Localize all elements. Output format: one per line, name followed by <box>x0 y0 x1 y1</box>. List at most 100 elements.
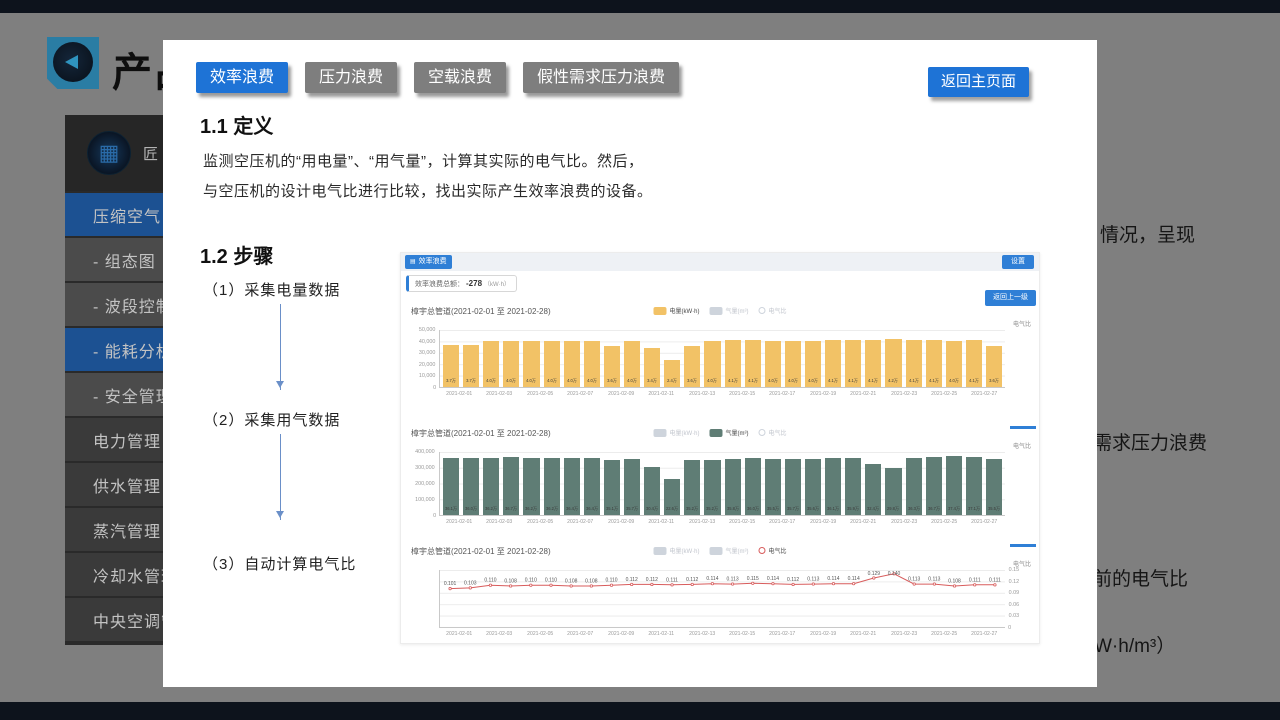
bar: 4.0万 <box>563 341 580 387</box>
bar: 4.0万 <box>784 341 801 387</box>
bar-value-label: 3.6万 <box>607 379 617 384</box>
chart-title: 樟宇总管道(2021-02-01 至 2021-02-28) <box>411 547 551 556</box>
tab[interactable]: 假性需求压力浪费 <box>523 62 680 93</box>
waste-type-tag[interactable]: ▤ 效率浪费 <box>405 255 452 269</box>
chart-plot: 36.1万 36.0万 36.2万 36.7万 36.2万 36.2万 36.4万 36.4万… <box>439 452 1005 516</box>
definition-line-1: 监测空压机的“用电量”、“用气量”，计算其实际的电气比。然后， <box>203 153 644 170</box>
bar-value-label: 4.1万 <box>908 379 919 384</box>
bar: 32.4万 <box>865 463 882 515</box>
bar-value-label: 36.2万 <box>485 507 498 512</box>
step-2: （2）采集用气数据 <box>203 412 341 429</box>
bar: 29.8万 <box>885 468 902 515</box>
bar: 4.1万 <box>925 340 942 387</box>
chart-yticks: 50,000 40,000 30,000 20,000 10,000 0 <box>418 327 436 391</box>
tab[interactable]: 效率浪费 <box>196 62 289 93</box>
legend-item[interactable]: 电气比 <box>758 546 787 555</box>
chart-yticks <box>405 570 439 628</box>
slide-text-fragment: 情况，呈现 <box>1100 225 1196 246</box>
bar: 4.0万 <box>764 341 781 387</box>
bar-value-label: 36.2万 <box>545 507 558 512</box>
legend-item[interactable]: 电气比 <box>758 428 787 437</box>
bar: 3.7万 <box>443 344 460 387</box>
tab[interactable]: 压力浪费 <box>305 62 398 93</box>
legend-item[interactable]: 气量(m³) <box>709 546 748 555</box>
svg-text:0.112: 0.112 <box>646 577 658 583</box>
bar-value-label: 4.0万 <box>767 379 778 384</box>
step-3: （3）自动计算电气比 <box>203 556 357 573</box>
legend-label: 电量(kW·h) <box>669 309 700 315</box>
svg-text:0.103: 0.103 <box>464 580 477 586</box>
bar: 3.6万 <box>985 345 1003 387</box>
bar-value-label: 22.6万 <box>666 507 679 512</box>
legend-item[interactable]: 电气比 <box>758 306 787 315</box>
bar-value-label: 4.1万 <box>727 379 738 384</box>
bar: 4.0万 <box>945 341 962 387</box>
legend-item[interactable]: 气量(m³) <box>709 306 748 315</box>
return-home-button[interactable]: 返回主页面 <box>928 67 1030 97</box>
slide-text-fragment: W·h/m³） <box>1094 636 1176 657</box>
legend-swatch <box>709 546 723 555</box>
bar-value-label: 36.4万 <box>585 507 598 512</box>
bar: 35.8万 <box>724 458 741 515</box>
right-axis-label: 电气比 <box>1012 444 1031 450</box>
bar: 36.1万 <box>825 458 842 515</box>
back-level-button[interactable]: 返回上一级 <box>985 290 1036 306</box>
chart-xlabels: 2021-02-01 2021-02-03 2021-02-05 2021-02-07… <box>446 631 998 637</box>
slide-bottom-strip <box>0 702 1280 720</box>
bar-value-label: 4.1万 <box>848 379 859 384</box>
bar: 36.2万 <box>543 458 560 515</box>
slide-top-strip <box>0 0 1280 13</box>
bar: 4.0万 <box>503 341 520 387</box>
settings-button[interactable]: 设置 <box>1002 255 1034 269</box>
app-screenshot: ▤ 效率浪费 设置 效率浪费总额： -278 （kW·h） 返回上一级 樟宇总管… <box>400 252 1040 644</box>
bar-value-label: 2.4万 <box>667 379 678 384</box>
legend-label: 电量(kW·h) <box>669 549 700 555</box>
bar: 4.1万 <box>825 340 842 387</box>
legend-swatch <box>653 306 667 315</box>
bar-value-label: 36.7万 <box>927 507 940 512</box>
legend-label: 电量(kW·h) <box>669 431 700 437</box>
chart-plot: 3.7万 3.7万 4.0万 4.0万 4.0万 4.0万 4.0万 4.0万 3.6万 4.0万… <box>439 330 1005 388</box>
svg-text:0.113: 0.113 <box>928 577 940 583</box>
bar: 35.5万 <box>985 459 1003 515</box>
chart-rticks <box>1005 452 1035 516</box>
bar: 37.1万 <box>965 456 982 515</box>
svg-text:0.114: 0.114 <box>848 576 860 582</box>
bar: 4.1万 <box>845 340 862 387</box>
bar-value-label: 36.1万 <box>827 507 840 512</box>
bar: 4.1万 <box>744 340 761 387</box>
bar-value-label: 4.0万 <box>506 379 517 384</box>
bar: 36.3万 <box>905 457 922 515</box>
legend-item[interactable]: 气量(m³) <box>709 428 748 437</box>
waste-summary-badge: 效率浪费总额： -278 （kW·h） <box>406 275 518 292</box>
chart-bars: 36.1万 36.0万 36.2万 36.7万 36.2万 36.2万 36.4万 36.4万… <box>440 452 1005 515</box>
bar: 4.1万 <box>724 340 741 387</box>
bar: 36.4万 <box>583 457 600 515</box>
chart-electricity: 樟宇总管道(2021-02-01 至 2021-02-28) 电量(kW·h) 气… <box>401 303 1039 425</box>
legend-label: 电气比 <box>768 431 787 437</box>
bar-value-label: 36.4万 <box>565 507 578 512</box>
bar: 35.1万 <box>603 459 620 515</box>
bar-value-label: 4.1万 <box>868 379 879 384</box>
legend-swatch <box>758 429 766 436</box>
bar-value-label: 37.1万 <box>967 507 980 512</box>
bar-value-label: 3.4万 <box>647 379 658 384</box>
svg-text:0.111: 0.111 <box>969 577 981 583</box>
bar: 3.6万 <box>684 345 701 387</box>
legend-item[interactable]: 电量(kW·h) <box>653 546 699 555</box>
legend-item[interactable]: 电量(kW·h) <box>653 306 699 315</box>
step-1: （1）采集电量数据 <box>203 282 341 299</box>
bar-value-label: 36.0万 <box>746 507 759 512</box>
tab[interactable]: 空载浪费 <box>414 62 507 93</box>
legend-item[interactable]: 电量(kW·h) <box>653 428 699 437</box>
bar-value-label: 4.0万 <box>808 379 818 384</box>
bar-value-label: 4.1万 <box>828 379 839 384</box>
bar-value-label: 35.7万 <box>626 507 639 512</box>
svg-text:0.140: 0.140 <box>888 571 901 577</box>
bar-value-label: 36.2万 <box>525 507 538 512</box>
bar-value-label: 4.0万 <box>486 379 497 384</box>
bar: 4.1万 <box>905 340 922 387</box>
bar: 36.7万 <box>503 457 520 515</box>
chart-rticks: 0.15 0.12 0.09 0.06 0.03 0 <box>1008 567 1020 631</box>
bar-value-label: 4.0万 <box>627 379 637 384</box>
